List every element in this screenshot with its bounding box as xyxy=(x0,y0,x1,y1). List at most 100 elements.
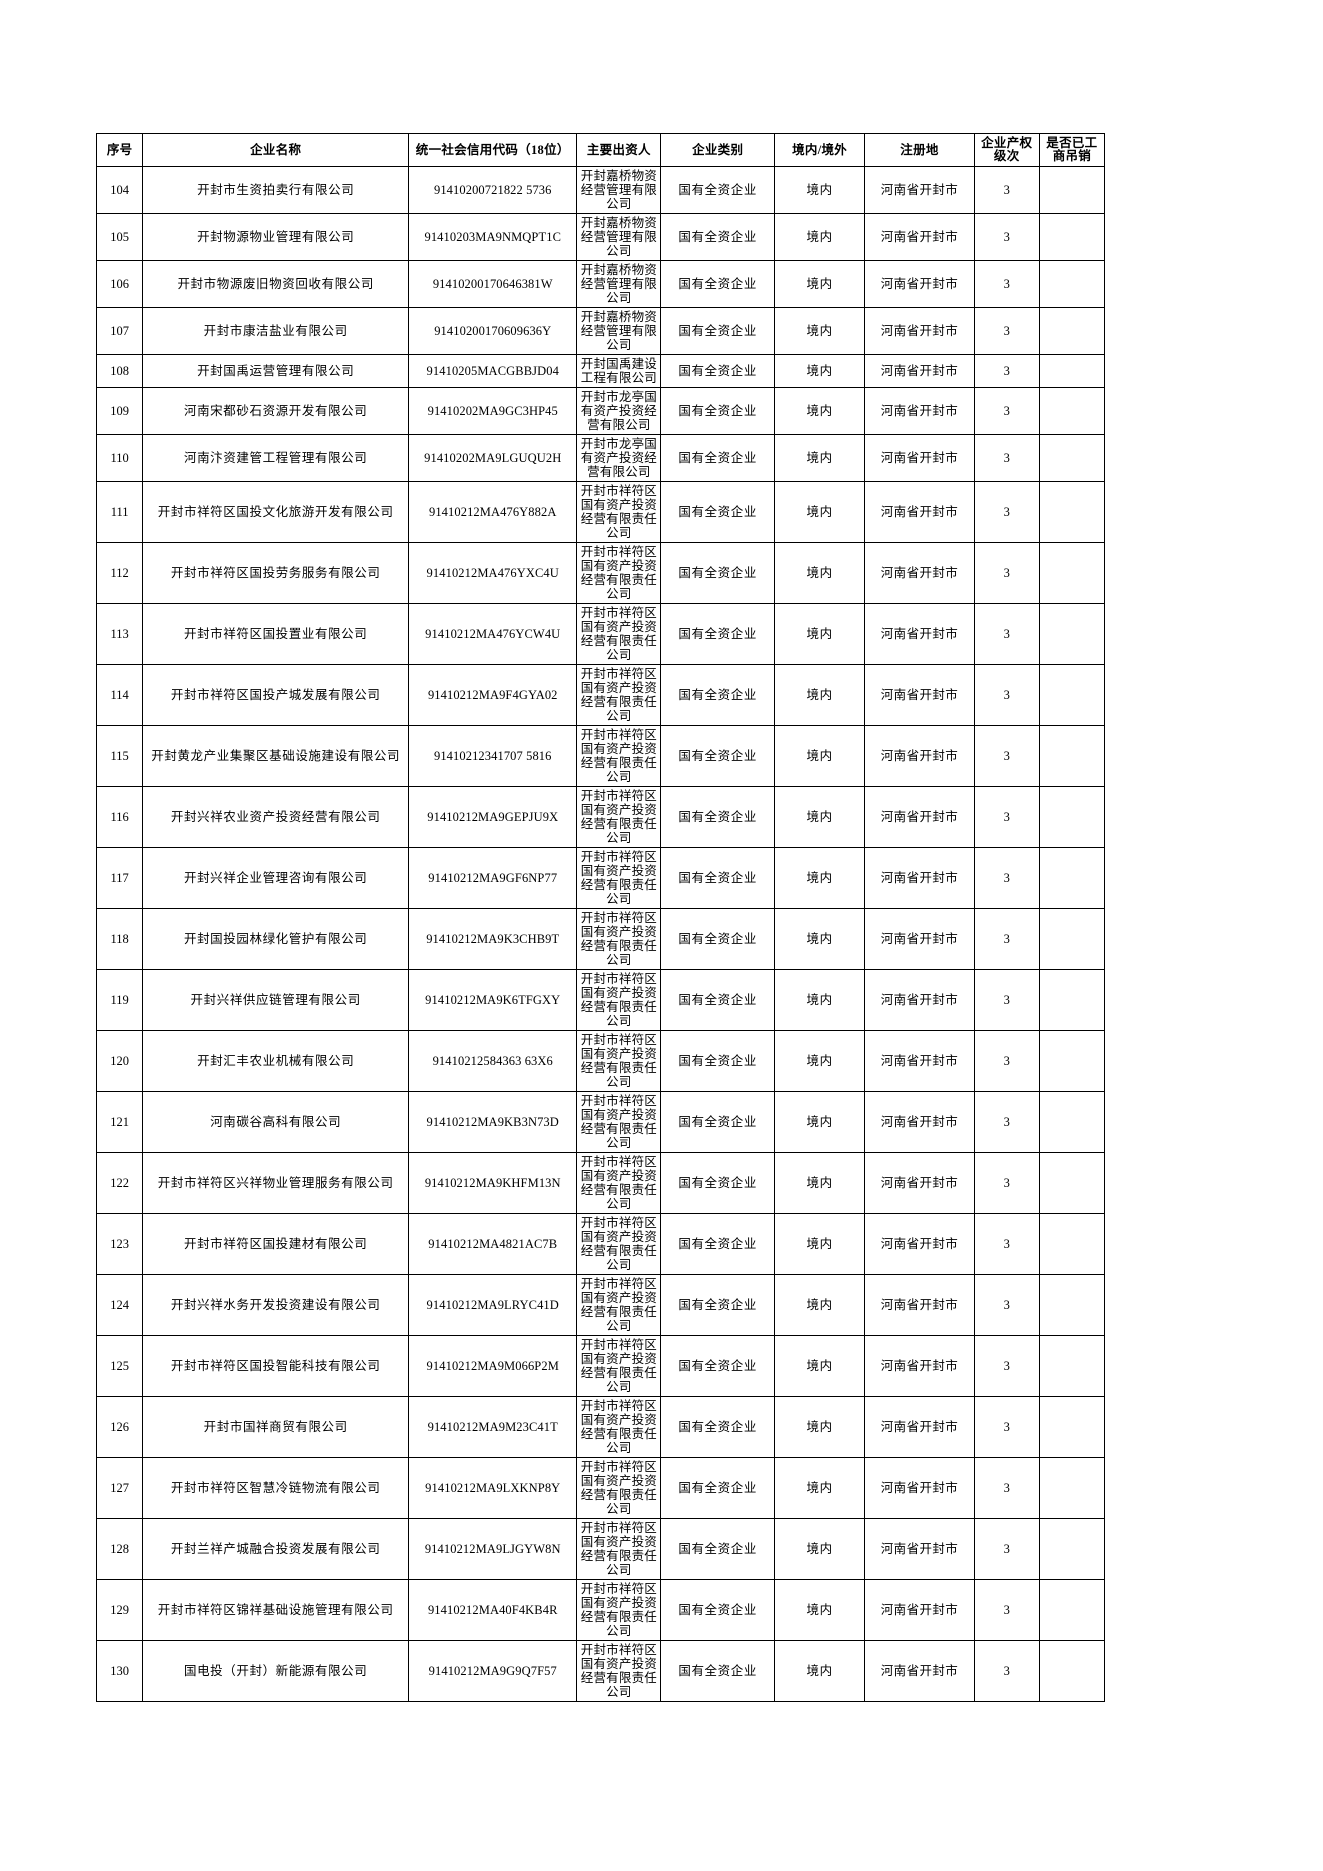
cell-revoked xyxy=(1038,1152,1106,1214)
cell-enterprise-name: 开封兴祥农业资产投资经营有限公司 xyxy=(142,786,410,848)
cell-enterprise-name: 河南宋都砂石资源开发有限公司 xyxy=(142,387,410,435)
cell-property-level: 3 xyxy=(973,1518,1040,1580)
cell-registration: 河南省开封市 xyxy=(864,1274,975,1336)
cell-enterprise-type: 国有全资企业 xyxy=(660,786,775,848)
table-row: 105 开封物源物业管理有限公司 91410203MA9NMQPT1C 开封嘉桥物资经… xyxy=(95,213,1106,261)
cell-revoked xyxy=(1038,1396,1106,1458)
cell-revoked xyxy=(1038,1030,1106,1092)
cell-enterprise-type: 国有全资企业 xyxy=(660,354,775,388)
cell-registration: 河南省开封市 xyxy=(864,354,975,388)
cell-revoked xyxy=(1038,166,1106,214)
cell-location: 境内 xyxy=(773,354,866,388)
cell-enterprise-name: 国电投（开封）新能源有限公司 xyxy=(142,1640,410,1702)
cell-registration: 河南省开封市 xyxy=(864,1091,975,1153)
cell-registration: 河南省开封市 xyxy=(864,664,975,726)
cell-registration: 河南省开封市 xyxy=(864,1213,975,1275)
cell-property-level: 3 xyxy=(973,1396,1040,1458)
cell-revoked xyxy=(1038,1335,1106,1397)
table-row: 128 开封兰祥产城融合投资发展有限公司 91410212MA9LJGYW8N 开封市… xyxy=(95,1518,1106,1580)
cell-seq: 111 xyxy=(95,481,144,543)
cell-registration: 河南省开封市 xyxy=(864,847,975,909)
cell-property-level: 3 xyxy=(973,387,1040,435)
cell-enterprise-type: 国有全资企业 xyxy=(660,603,775,665)
column-header-property-level-line2: 级次 xyxy=(993,149,1020,163)
column-header-location: 境内/境外 xyxy=(773,133,866,167)
cell-credit-code: 91410200170609636Y xyxy=(408,307,578,355)
cell-investor: 开封市祥符区国有资产投资经营有限责任公司 xyxy=(576,847,662,909)
cell-property-level: 3 xyxy=(973,542,1040,604)
column-header-code: 统一社会信用代码（18位） xyxy=(408,133,578,167)
cell-revoked xyxy=(1038,1640,1106,1702)
cell-investor: 开封市祥符区国有资产投资经营有限责任公司 xyxy=(576,786,662,848)
cell-property-level: 3 xyxy=(973,213,1040,261)
cell-property-level: 3 xyxy=(973,434,1040,482)
cell-property-level: 3 xyxy=(973,1640,1040,1702)
cell-registration: 河南省开封市 xyxy=(864,166,975,214)
table-row: 114 开封市祥符区国投产城发展有限公司 91410212MA9F4GYA02 开封市… xyxy=(95,664,1106,726)
table-row: 127 开封市祥符区智慧冷链物流有限公司 91410212MA9LXKNP8Y 开封市… xyxy=(95,1457,1106,1519)
column-header-revoked-line2: 商吊销 xyxy=(1052,149,1092,163)
cell-location: 境内 xyxy=(773,387,866,435)
cell-seq: 108 xyxy=(95,354,144,388)
cell-enterprise-name: 开封市物源废旧物资回收有限公司 xyxy=(142,260,410,308)
cell-registration: 河南省开封市 xyxy=(864,1518,975,1580)
cell-seq: 127 xyxy=(95,1457,144,1519)
cell-investor: 开封嘉桥物资经营管理有限公司 xyxy=(576,260,662,308)
cell-investor: 开封市祥符区国有资产投资经营有限责任公司 xyxy=(576,1091,662,1153)
enterprise-registry-table-container: 序号 企业名称 统一社会信用代码（18位） 主要出资人 企业类别 境内/境外 注… xyxy=(95,133,1106,1702)
cell-investor: 开封市祥符区国有资产投资经营有限责任公司 xyxy=(576,664,662,726)
cell-registration: 河南省开封市 xyxy=(864,1396,975,1458)
cell-revoked xyxy=(1038,969,1106,1031)
cell-revoked xyxy=(1038,354,1106,388)
cell-investor: 开封市祥符区国有资产投资经营有限责任公司 xyxy=(576,1640,662,1702)
cell-property-level: 3 xyxy=(973,847,1040,909)
cell-credit-code: 91410212MA9LJGYW8N xyxy=(408,1518,578,1580)
cell-enterprise-type: 国有全资企业 xyxy=(660,1518,775,1580)
cell-credit-code: 91410212MA476YXC4U xyxy=(408,542,578,604)
cell-revoked xyxy=(1038,1091,1106,1153)
table-header: 序号 企业名称 统一社会信用代码（18位） 主要出资人 企业类别 境内/境外 注… xyxy=(95,133,1106,167)
table-row: 116 开封兴祥农业资产投资经营有限公司 91410212MA9GEPJU9X 开封市… xyxy=(95,786,1106,848)
cell-registration: 河南省开封市 xyxy=(864,1457,975,1519)
cell-seq: 113 xyxy=(95,603,144,665)
cell-enterprise-name: 开封市祥符区国投智能科技有限公司 xyxy=(142,1335,410,1397)
cell-enterprise-type: 国有全资企业 xyxy=(660,1457,775,1519)
cell-investor: 开封市祥符区国有资产投资经营有限责任公司 xyxy=(576,1518,662,1580)
table-row: 123 开封市祥符区国投建材有限公司 91410212MA4821AC7B 开封市祥符… xyxy=(95,1213,1106,1275)
cell-registration: 河南省开封市 xyxy=(864,260,975,308)
cell-enterprise-name: 开封市祥符区锦祥基础设施管理有限公司 xyxy=(142,1579,410,1641)
cell-property-level: 3 xyxy=(973,664,1040,726)
cell-investor: 开封市祥符区国有资产投资经营有限责任公司 xyxy=(576,725,662,787)
cell-property-level: 3 xyxy=(973,725,1040,787)
cell-investor: 开封市祥符区国有资产投资经营有限责任公司 xyxy=(576,1396,662,1458)
cell-location: 境内 xyxy=(773,542,866,604)
cell-location: 境内 xyxy=(773,1030,866,1092)
cell-credit-code: 91410202MA9GC3HP45 xyxy=(408,387,578,435)
column-header-property-level: 企业产权 级次 xyxy=(973,133,1040,167)
cell-enterprise-type: 国有全资企业 xyxy=(660,969,775,1031)
cell-seq: 109 xyxy=(95,387,144,435)
cell-registration: 河南省开封市 xyxy=(864,481,975,543)
cell-location: 境内 xyxy=(773,1640,866,1702)
cell-credit-code: 91410212MA9F4GYA02 xyxy=(408,664,578,726)
cell-credit-code: 91410203MA9NMQPT1C xyxy=(408,213,578,261)
cell-location: 境内 xyxy=(773,434,866,482)
cell-location: 境内 xyxy=(773,1213,866,1275)
column-header-revoked-line1: 是否已工 xyxy=(1046,135,1098,150)
table-row: 107 开封市康洁盐业有限公司 91410200170609636Y 开封嘉桥物资经营… xyxy=(95,307,1106,355)
cell-registration: 河南省开封市 xyxy=(864,786,975,848)
cell-credit-code: 91410212MA9GEPJU9X xyxy=(408,786,578,848)
cell-investor: 开封市龙亭国有资产投资经营有限公司 xyxy=(576,387,662,435)
cell-credit-code: 91410200170646381W xyxy=(408,260,578,308)
cell-credit-code: 91410212MA476Y882A xyxy=(408,481,578,543)
cell-revoked xyxy=(1038,213,1106,261)
cell-credit-code: 91410202MA9LGUQU2H xyxy=(408,434,578,482)
cell-enterprise-type: 国有全资企业 xyxy=(660,387,775,435)
cell-location: 境内 xyxy=(773,213,866,261)
cell-investor: 开封市祥符区国有资产投资经营有限责任公司 xyxy=(576,1579,662,1641)
cell-revoked xyxy=(1038,434,1106,482)
cell-enterprise-name: 开封市国祥商贸有限公司 xyxy=(142,1396,410,1458)
column-header-investor: 主要出资人 xyxy=(576,133,662,167)
enterprise-registry-table: 序号 企业名称 统一社会信用代码（18位） 主要出资人 企业类别 境内/境外 注… xyxy=(95,133,1106,1702)
